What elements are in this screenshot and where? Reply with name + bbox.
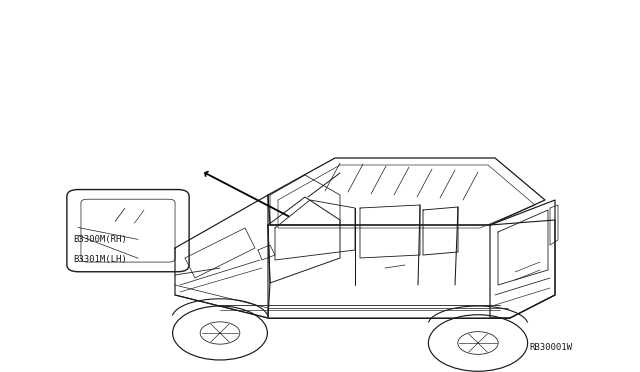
Text: B3300M(RH): B3300M(RH) — [74, 235, 127, 244]
Text: RB30001W: RB30001W — [530, 343, 573, 352]
Text: B3301M(LH): B3301M(LH) — [74, 255, 127, 264]
